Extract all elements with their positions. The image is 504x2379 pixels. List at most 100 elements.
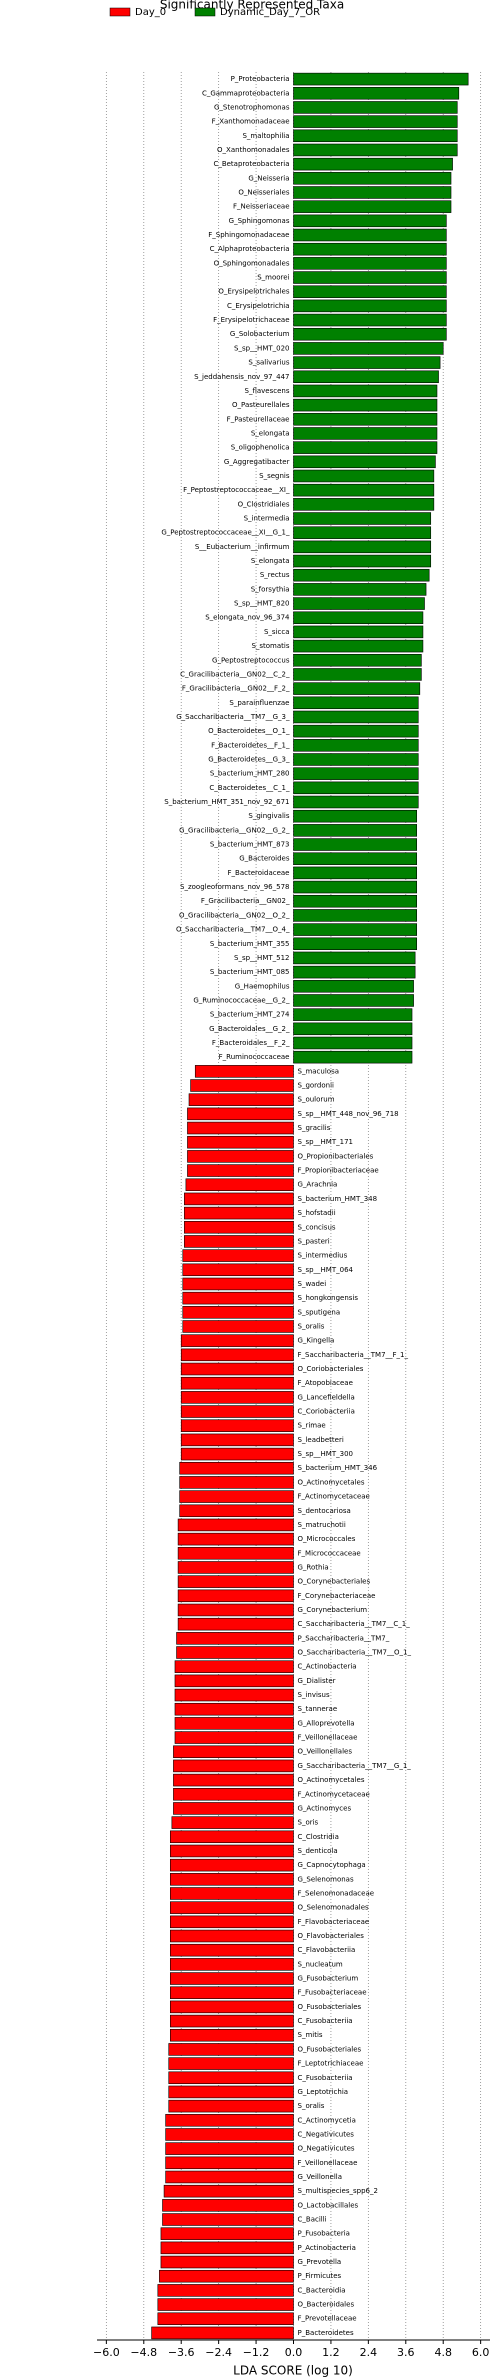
bar (169, 1901, 294, 1914)
bar-label: F_Flavobacteriaceae (298, 1918, 370, 1926)
bar (182, 1249, 294, 1262)
bar-label: G_Saccharibacteria__TM7__G_3_ (176, 713, 290, 721)
bar (184, 1206, 294, 1220)
bar (163, 2184, 294, 2198)
bar (293, 285, 447, 298)
chart-title: Significantly Represented Taxa (160, 0, 344, 12)
x-tick-label: −3.6 (168, 2346, 195, 2359)
bar (293, 455, 436, 469)
bar (177, 1575, 294, 1588)
bar-label: F_Bacteroidetes__F_1_ (211, 741, 290, 749)
bar (184, 1235, 294, 1248)
bar (293, 852, 418, 865)
bar (182, 1263, 294, 1277)
x-tick-label: 3.6 (397, 2346, 415, 2359)
bar (179, 1504, 294, 1518)
bar-label: O_Sphingomonadales (214, 259, 290, 267)
x-tick-label: 2.4 (360, 2346, 378, 2359)
bar (185, 1178, 294, 1191)
bar-label: C_Erysipelotrichia (227, 302, 290, 310)
bar (177, 1617, 294, 1631)
bar (293, 398, 438, 412)
bar-label: G_Bacteroidales__G_2_ (209, 1025, 290, 1033)
bar-label: F_Xanthomonadaceae (212, 118, 290, 126)
bar (293, 356, 441, 369)
bar-label: S_mitis (298, 2031, 323, 2039)
bar (177, 1561, 294, 1574)
bar-label: F_Actinomycetaceae (298, 1790, 370, 1798)
bar (293, 101, 458, 114)
bar-label: F_Erysipelotrichaceae (213, 316, 289, 324)
bar (174, 1660, 294, 1673)
bar-label: S_oris (298, 1819, 319, 1827)
bar (169, 2028, 294, 2042)
bar (187, 1135, 294, 1149)
bar (293, 427, 438, 440)
bar (293, 342, 444, 355)
bar (187, 1121, 294, 1135)
bar (177, 1603, 294, 1617)
bar-label: G_Kingella (298, 1337, 335, 1345)
bar (179, 1461, 294, 1475)
bar-label: S_leadbetteri (298, 1436, 344, 1444)
bar-label: S_maltophilia (242, 132, 289, 140)
bar-label: G_Alloprevotella (298, 1719, 355, 1727)
bar-label: S_forsythia (251, 585, 290, 593)
bar-label: O_Selenomonadales (298, 1904, 370, 1912)
bar (293, 1050, 413, 1064)
bar (180, 1348, 294, 1362)
bar-label: O_Coriobacteriales (298, 1365, 364, 1373)
bar-label: C_Bacteroidia (298, 2286, 346, 2294)
bar (293, 611, 424, 624)
bar (293, 271, 447, 284)
bar-label: F_Veillonellaceae (298, 2159, 358, 2167)
bar (165, 2142, 294, 2155)
bar-label: S_elongata (251, 557, 290, 565)
bar-label: G_Peptostreptococcus (212, 656, 290, 664)
bar-label: F_Ruminococcaceae (219, 1053, 290, 1061)
bar-label: S_rectus (260, 571, 290, 579)
bar (177, 1532, 294, 1546)
bar-label: P_Actinobacteria (298, 2244, 356, 2252)
bar-label: F_Propionibacteriaceae (298, 1167, 379, 1175)
bar (293, 923, 418, 936)
bar (293, 242, 447, 256)
bar (168, 2085, 294, 2099)
bar-label: F_Veillonellaceae (298, 1734, 358, 1742)
bar (169, 1943, 294, 1957)
bar (293, 696, 419, 710)
bar (293, 370, 439, 384)
bar-label: S_elongata (251, 429, 290, 437)
bar (293, 866, 418, 880)
bar-label: O_Actinomycetales (298, 1776, 365, 1784)
bar (293, 526, 432, 539)
bar-label: S_tannerae (298, 1705, 338, 1713)
bar-label: C_Fusobacteriia (298, 2017, 353, 2025)
bar-label: F_Bacteroidaceae (228, 869, 290, 877)
bar-label: F_Peptostreptococcaceae__XI_ (183, 486, 290, 494)
bar-label: G_Prevotella (298, 2258, 342, 2266)
legend-label: Dynamic_Day_7_OR (220, 7, 320, 18)
bar-label: F_Fusobacteriaceae (298, 1989, 367, 1997)
bar (180, 1419, 294, 1432)
bar-label: G_Ruminococcaceae__G_2_ (193, 996, 290, 1004)
bar-label: C_Coriobacteriia (298, 1408, 355, 1416)
x-tick-label: 4.8 (434, 2346, 452, 2359)
bar (177, 1547, 294, 1560)
bar-label: F_Gracilibacteria__GN02_ (201, 897, 290, 905)
bar-label: S_multispecies_spp6_2 (298, 2187, 378, 2195)
bar (293, 795, 419, 809)
bar (293, 639, 424, 653)
bar (165, 2114, 294, 2127)
legend-label: Day_0 (135, 7, 166, 18)
bar-label: G_Gracilibacteria__GN02__G_2_ (179, 826, 290, 834)
x-tick-label: 0.0 (285, 2346, 303, 2359)
bar-label: G_Dialister (298, 1677, 336, 1685)
bar (187, 1150, 294, 1163)
bar (157, 2312, 294, 2325)
bar-label: G_Lancefieldella (298, 1393, 355, 1401)
bar (151, 2326, 294, 2340)
bar-label: S_hofstadii (298, 1209, 336, 1217)
bar-label: G_Selenomonas (298, 1875, 354, 1883)
